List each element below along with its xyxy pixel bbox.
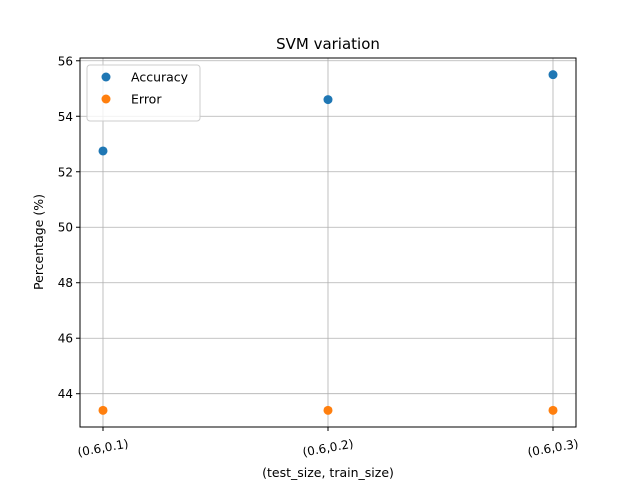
x-tick-label: (0.6,0.3) — [526, 437, 579, 460]
chart-title: SVM variation — [276, 35, 380, 53]
y-tick-label: 52 — [58, 165, 73, 179]
error-point — [98, 405, 108, 415]
accuracy-point — [98, 146, 108, 156]
accuracy-point — [548, 70, 558, 80]
legend-box — [86, 64, 201, 122]
y-tick-label: 44 — [58, 387, 73, 401]
x-tick-label: (0.6,0.2) — [301, 437, 354, 460]
accuracy-point — [323, 95, 333, 105]
legend-label: Accuracy — [131, 70, 189, 85]
legend-label: Error — [131, 92, 162, 107]
error-point — [548, 405, 558, 415]
legend-marker — [101, 94, 111, 104]
legend-marker — [101, 72, 111, 82]
y-axis-label: Percentage (%) — [31, 194, 46, 290]
y-tick-label: 46 — [58, 332, 73, 346]
x-tick-label: (0.6,0.1) — [76, 437, 129, 460]
y-tick-label: 50 — [58, 221, 73, 235]
error-point — [323, 405, 333, 415]
y-tick-label: 56 — [58, 54, 73, 68]
y-tick-label: 54 — [58, 110, 73, 124]
data-points — [98, 70, 558, 415]
y-tick-label: 48 — [58, 276, 73, 290]
x-axis-label: (test_size, train_size) — [262, 465, 394, 480]
legend: Accuracy Error — [86, 64, 201, 122]
